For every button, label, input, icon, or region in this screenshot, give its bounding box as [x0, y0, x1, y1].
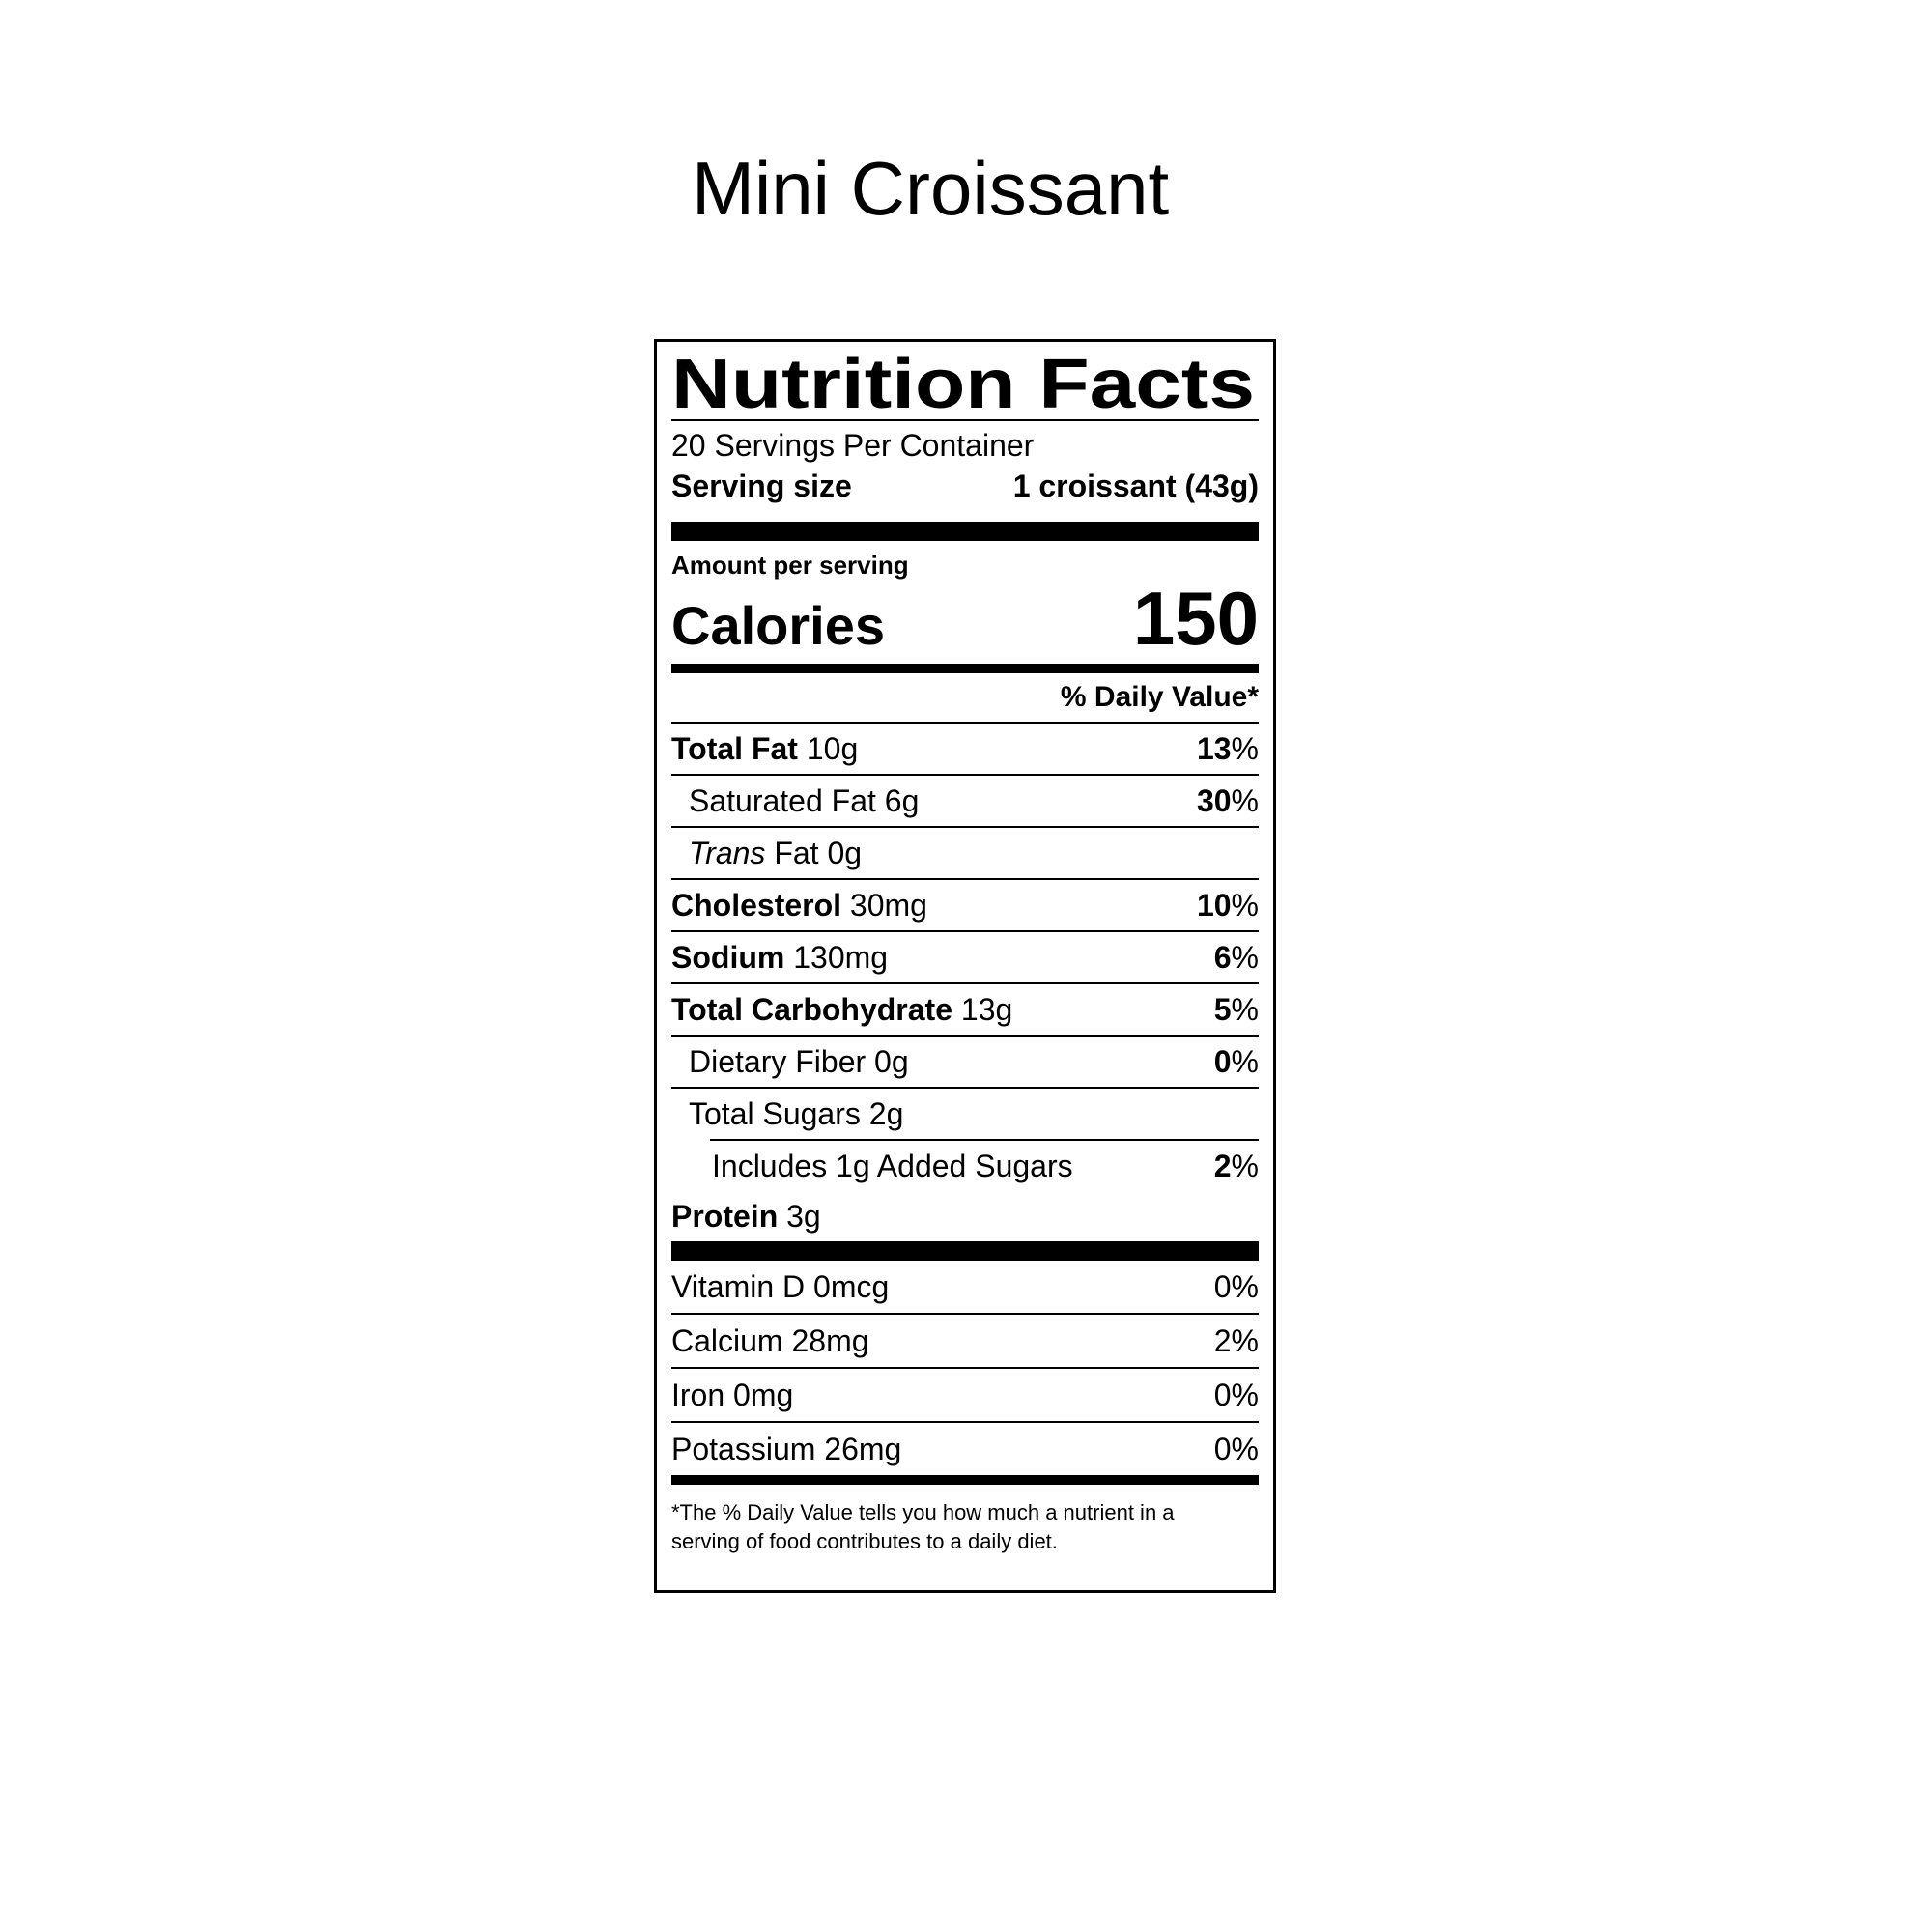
nutrition-label: Nutrition Facts 20 Servings Per Containe… [654, 339, 1276, 1593]
nutrient-dv: 10% [1196, 888, 1259, 923]
micronutrient-name: Potassium [671, 1432, 816, 1466]
nutrient-row-protein: Protein 3g [671, 1191, 1259, 1241]
micronutrient-name: Vitamin D [671, 1269, 806, 1304]
nutrient-amount: 0g [874, 1044, 909, 1079]
nutrient-name: Total Sugars [689, 1096, 861, 1131]
micronutrient-name: Iron [671, 1378, 725, 1412]
micronutrient-row-iron: Iron 0mg 0% [671, 1369, 1259, 1423]
micronutrient-name-amount: Potassium 26mg [671, 1432, 901, 1466]
nutrient-dv: 0% [1213, 1044, 1259, 1079]
micronutrient-name-amount: Iron 0mg [671, 1378, 793, 1412]
calories-label: Calories [671, 595, 885, 656]
nutrient-row-total-carbohydrate: Total Carbohydrate 13g 5% [671, 984, 1259, 1037]
nutrient-name: Total Fat [671, 731, 798, 766]
nutrient-row-saturated-fat: Saturated Fat 6g 30% [671, 776, 1259, 828]
page-title: Mini Croissant [692, 146, 1170, 231]
nutrient-row-dietary-fiber: Dietary Fiber 0g 0% [671, 1037, 1259, 1089]
nutrient-name-italic: Trans [689, 836, 766, 870]
micronutrient-amount: 26mg [824, 1432, 902, 1466]
calories-value: 150 [1132, 576, 1259, 661]
nutrient-name-amount: Sodium 130mg [671, 939, 888, 976]
medium-divider-footnote [671, 1475, 1259, 1485]
micronutrient-row-vitamin-d: Vitamin D 0mcg 0% [671, 1261, 1259, 1315]
micronutrient-dv: 0% [1213, 1378, 1259, 1412]
micronutrient-row-calcium: Calcium 28mg 2% [671, 1315, 1259, 1369]
nutrient-name-amount: Total Sugars 2g [671, 1095, 903, 1132]
nutrient-amount: 2g [868, 1096, 904, 1131]
serving-size-value: 1 croissant (43g) [1012, 469, 1259, 503]
nutrient-name: Total Carbohydrate [671, 992, 952, 1027]
nutrient-amount: 130mg [793, 940, 889, 975]
thick-divider-protein [671, 1241, 1259, 1261]
nutrient-name: Dietary Fiber [689, 1044, 867, 1079]
nutrient-amount: 0g [827, 836, 863, 870]
nutrient-dv: 6% [1213, 940, 1259, 975]
amount-per-serving-label: Amount per serving [671, 551, 909, 580]
nutrient-amount: 30mg [849, 888, 927, 923]
nutrient-name: Sodium [671, 940, 785, 975]
nutrient-row-added-sugars-wrap: Includes 1g Added Sugars 2% [710, 1139, 1259, 1191]
nutrient-name: Protein [671, 1199, 779, 1234]
nutrient-name: Cholesterol [671, 888, 842, 923]
nutrient-amount: 6g [884, 783, 920, 818]
nutrient-amount: 3g [786, 1199, 821, 1234]
micronutrient-row-potassium: Potassium 26mg 0% [671, 1423, 1259, 1475]
nutrient-amount: 13g [960, 992, 1013, 1027]
footnote: *The % Daily Value tells you how much a … [671, 1500, 1175, 1553]
micronutrients-section: Vitamin D 0mcg 0% Calcium 28mg 2% Iron 0… [671, 1261, 1259, 1475]
calories-row: Calories 150 [671, 580, 1259, 658]
nutrient-name-amount: Protein 3g [671, 1198, 821, 1235]
nutrient-dv: 30% [1196, 783, 1259, 818]
serving-size-label: Serving size [671, 469, 852, 503]
nutrition-facts-heading-block: Nutrition Facts [671, 350, 1259, 421]
nutrient-name-amount: Dietary Fiber 0g [671, 1043, 909, 1080]
nutrient-name-amount: Total Fat 10g [671, 730, 858, 767]
micronutrient-amount: 28mg [791, 1323, 869, 1358]
nutrient-row-total-sugars: Total Sugars 2g [671, 1089, 1259, 1139]
nutrient-dv: 5% [1213, 992, 1259, 1027]
micronutrient-amount: 0mg [733, 1378, 794, 1412]
micronutrient-dv: 0% [1213, 1269, 1259, 1304]
nutrient-row-trans-fat: Trans Fat 0g [671, 828, 1259, 880]
nutrition-facts-heading: Nutrition Facts [671, 350, 1255, 419]
nutrition-facts-heading-svg: Nutrition Facts [671, 350, 1255, 419]
nutrient-name-amount: Total Carbohydrate 13g [671, 991, 1012, 1028]
nutrient-row-cholesterol: Cholesterol 30mg 10% [671, 880, 1259, 932]
micronutrient-amount: 0mcg [813, 1269, 890, 1304]
nutrient-dv: 2% [1213, 1149, 1259, 1183]
nutrient-name: Saturated Fat [689, 783, 876, 818]
nutrient-name-amount: Trans Fat 0g [671, 835, 862, 871]
nutrient-name-amount: Saturated Fat 6g [671, 782, 919, 819]
nutrient-name: Fat [774, 836, 819, 870]
micronutrient-name-amount: Vitamin D 0mcg [671, 1269, 889, 1304]
medium-divider-calories [671, 664, 1259, 673]
servings-per-container: 20 Servings Per Container [671, 428, 1035, 463]
micronutrient-name-amount: Calcium 28mg [671, 1323, 869, 1358]
nutrient-row-total-fat: Total Fat 10g 13% [671, 724, 1259, 776]
micronutrient-dv: 2% [1213, 1323, 1259, 1358]
nutrient-amount: 10g [806, 731, 859, 766]
daily-value-header: % Daily Value* [671, 673, 1259, 724]
nutrient-name: Includes 1g Added Sugars [712, 1149, 1073, 1183]
nutrient-row-sodium: Sodium 130mg 6% [671, 932, 1259, 984]
nutrient-dv: 13% [1196, 731, 1259, 766]
micronutrient-name: Calcium [671, 1323, 783, 1358]
micronutrient-dv: 0% [1213, 1432, 1259, 1466]
nutrient-name-amount: Cholesterol 30mg [671, 887, 927, 923]
nutrient-row-added-sugars: Includes 1g Added Sugars 2% [710, 1141, 1259, 1191]
nutrient-name-amount: Includes 1g Added Sugars [710, 1148, 1073, 1184]
serving-size-row: Serving size 1 croissant (43g) [671, 466, 1259, 522]
thick-divider-top [671, 522, 1259, 541]
